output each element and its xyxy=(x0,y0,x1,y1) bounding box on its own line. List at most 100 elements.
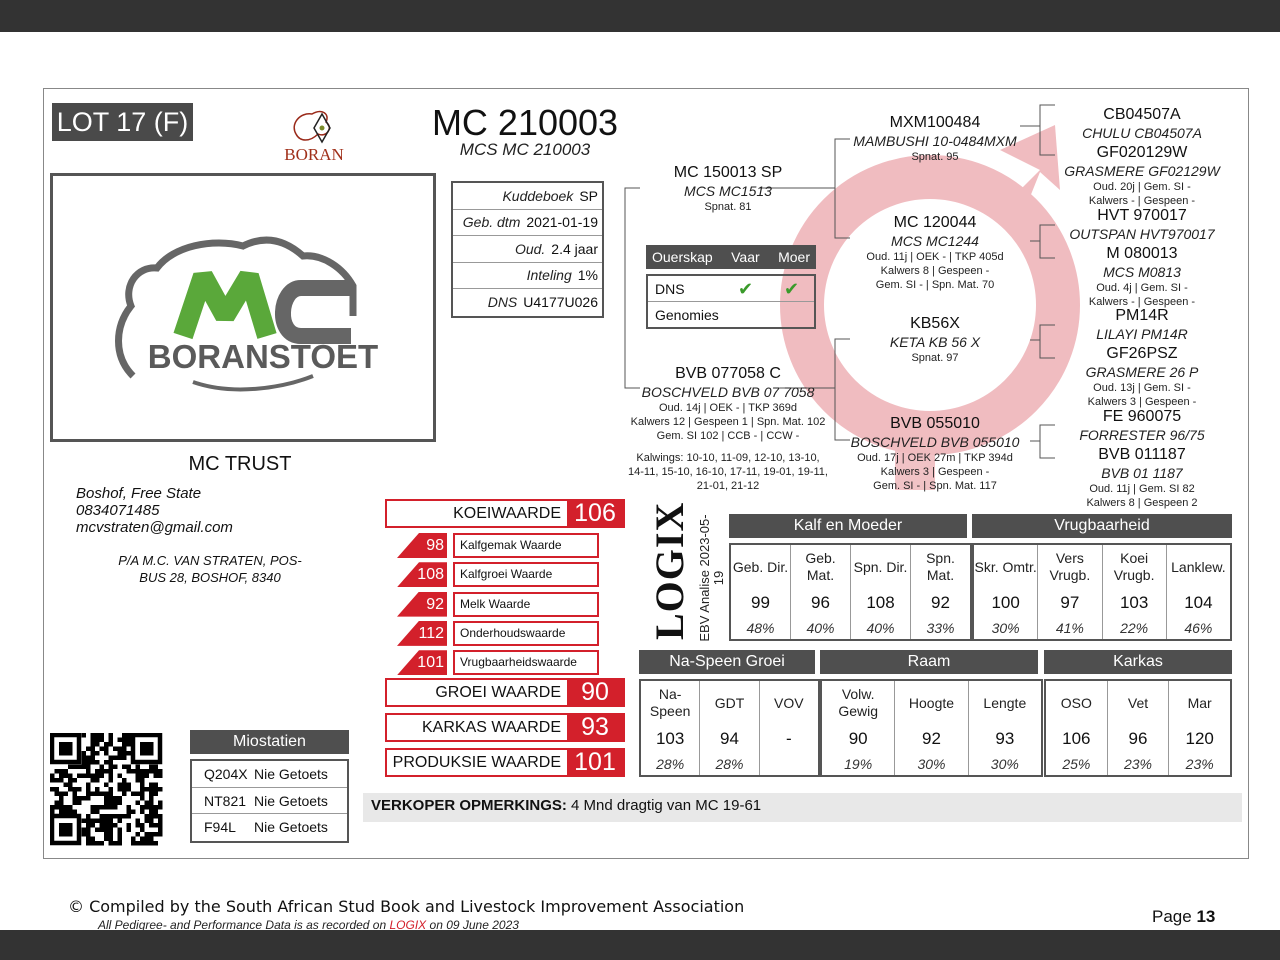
info-row: Kuddeboek SP xyxy=(453,183,602,210)
pedigree-id: MC 150013 SP xyxy=(673,164,783,181)
pedigree-detail: Kalwers 12 | Gespeen 1 | Spn. Mat. 102 xyxy=(630,416,826,428)
ebv-column: Hoogte 92 30% xyxy=(895,681,969,775)
groei-waarde-index: GROEI WAARDE 90 xyxy=(385,678,625,707)
pedigree-detail: Spnat. 97 xyxy=(911,352,959,364)
sub-index-label: Onderhoudswaarde xyxy=(453,620,599,646)
pedigree-animal: GF26PSZ GRASMERE 26 P Oud. 13j | Gem. SI -… xyxy=(1086,344,1199,409)
ebv-table: OSO 106 25% Vet 96 23% Mar 120 23% xyxy=(1044,679,1232,777)
pedigree-name: MCS MC1244 xyxy=(891,233,979,249)
ebv-column: VOV - xyxy=(774,694,804,749)
pedigree-id: PM14R xyxy=(1115,307,1169,324)
sub-index-value: 112 xyxy=(397,620,447,646)
pedigree-name: LILAYI PM14R xyxy=(1096,326,1188,342)
owner-name: MC TRUST xyxy=(188,453,292,475)
pedigree-id: MXM100484 xyxy=(889,114,981,131)
myostatin-row: Q204X Nie Getoets xyxy=(192,761,347,788)
info-row: Inteling 1% xyxy=(453,263,602,289)
pedigree-name: BOSCHVELD BVB 07 7058 xyxy=(641,384,815,400)
koeiwaarde-index: KOEIWAARDE 106 xyxy=(385,499,625,528)
parentage-header: Ouerskap Vaar Moer xyxy=(646,245,816,269)
ebv-column: Volw. Gewig 90 19% xyxy=(822,681,896,775)
pedigree-calvings: 14-11, 15-10, 16-10, 17-11, 19-01, 19-11… xyxy=(628,466,828,478)
pedigree-animal: HVT 970017 OUTSPAN HVT970017 xyxy=(1069,206,1214,243)
svg-text:BORANSTOET: BORANSTOET xyxy=(148,338,378,375)
ebv-column: Skr. Omtr. 100 30% xyxy=(974,545,1039,639)
pedigree-animal: CB04507A CHULU CB04507A xyxy=(1082,105,1202,142)
sub-index-value: 101 xyxy=(397,650,447,676)
pedigree-name: BOSCHVELD BVB 055010 xyxy=(850,434,1020,450)
boran-logo-text: BORAN xyxy=(284,145,344,164)
pedigree-id: M 080013 xyxy=(1106,245,1178,262)
ebv-column: Vers Vrugb. 97 41% xyxy=(1038,545,1103,639)
pedigree-detail: Oud. 14j | OEK - | TKP 369d xyxy=(658,402,797,414)
pedigree-animal: MC 120044 MCS MC1244 Oud. 11j | OEK - | TK… xyxy=(866,213,1003,292)
pedigree-animal: BVB 011187 BVB 01 1187 Oud. 11j | Gem. SI … xyxy=(1086,445,1197,510)
info-row: Geb. dtm 2021-01-19 xyxy=(453,210,602,236)
pedigree-detail: Kalwers 8 | Gespeen - xyxy=(880,265,990,277)
pedigree-calvings: Kalwings: 10-10, 11-09, 12-10, 13-10, xyxy=(636,452,820,464)
myostatin-header: Miostatien xyxy=(190,730,349,754)
pedigree-animal: FE 960075 FORRESTER 96/75 xyxy=(1079,407,1204,444)
sub-index-label: Melk Waarde xyxy=(453,591,599,617)
pedigree-detail: Oud. 20j | Gem. SI - xyxy=(1093,181,1191,193)
produksie-waarde-index: PRODUKSIE WAARDE 101 xyxy=(385,748,625,777)
myostatin-table: Q204X Nie Getoets NT821 Nie Getoets F94L Ni… xyxy=(190,759,349,843)
boranstoet-logo: BORANSTOET xyxy=(115,236,378,392)
ebv-group-header: Raam xyxy=(820,650,1038,674)
pedigree-id: CB04507A xyxy=(1103,106,1181,123)
boran-logo: BORAN xyxy=(282,104,346,164)
pedigree-animal: BVB 077058 C BOSCHVELD BVB 07 7058 Oud. 14… xyxy=(628,364,828,493)
ebv-group-header: Karkas xyxy=(1044,650,1232,674)
pedigree-detail: Kalwers 8 | Gespeen 2 xyxy=(1086,497,1198,509)
sub-index: 92 Melk Waarde xyxy=(397,591,599,617)
logix-link[interactable]: LOGIX xyxy=(389,918,427,932)
seller-remarks: VERKOPER OPMERKINGS: 4 Mnd dragtig van M… xyxy=(363,793,1242,822)
ebv-table: Na- Speen 103 28% GDT 94 28% VOV - xyxy=(639,679,820,777)
pedigree-id: BVB 011187 xyxy=(1098,446,1186,463)
parentage-row-genomics: Genomies xyxy=(655,307,719,323)
pedigree-detail: Kalwers 3 | Gespeen - xyxy=(1087,396,1197,408)
ebv-column: Mar 120 23% xyxy=(1185,694,1214,773)
sub-index-value: 92 xyxy=(397,591,447,617)
pedigree-name: OUTSPAN HVT970017 xyxy=(1069,226,1215,242)
sub-index-label: Kalfgemak Waarde xyxy=(453,533,599,558)
sub-index: 101 Vrugbaarheidswaarde xyxy=(397,650,599,676)
pedigree-detail: Oud. 13j | Gem. SI - xyxy=(1093,382,1191,394)
breeder-logo-box: BORANSTOET xyxy=(50,173,436,442)
bottom-bar xyxy=(0,930,1280,960)
pedigree-id: BVB 055010 xyxy=(890,415,980,432)
pedigree-animal: KB56X KETA KB 56 X Spnat. 97 xyxy=(890,314,980,365)
male-symbol-arrow xyxy=(1000,125,1060,222)
myostatin-row: NT821 Nie Getoets xyxy=(192,788,347,814)
pedigree-detail: Gem. SI 102 | CCB - | CCW - xyxy=(656,430,800,442)
pedigree-detail: Oud. 11j | OEK - | TKP 405d xyxy=(866,251,1004,263)
ebv-group-header: Na-Speen Groei xyxy=(639,650,815,674)
pedigree-id: HVT 970017 xyxy=(1097,207,1187,224)
logix-logo: LOGIX xyxy=(647,501,692,640)
pedigree-name: FORRESTER 96/75 xyxy=(1079,427,1205,443)
pedigree-name: GRASMERE GF02129W xyxy=(1064,163,1220,179)
pedigree-name: BVB 01 1187 xyxy=(1101,465,1183,481)
parentage-table: DNS ✔ ✔ Genomies xyxy=(646,274,816,329)
lot-card xyxy=(43,88,1249,859)
top-bar xyxy=(0,0,1280,32)
parentage-row-dns: DNS ✔ ✔ xyxy=(648,276,814,302)
owner-address: P/A M.C. VAN STRATEN, POS-BUS 28, BOSHOF… xyxy=(118,553,302,585)
ebv-column: GDT 94 28% xyxy=(700,681,760,775)
pedigree-detail: Oud. 11j | Gem. SI 82 xyxy=(1089,483,1195,495)
pedigree-detail: Kalwers 3 | Gespeen - xyxy=(880,466,990,478)
qr-code[interactable] xyxy=(50,733,163,846)
pedigree-id: BVB 077058 C xyxy=(675,365,781,382)
pedigree-name: MCS M0813 xyxy=(1103,264,1181,280)
sub-index: 112 Onderhoudswaarde xyxy=(397,620,599,646)
owner-contact: Boshof, Free State 0834071485 mcvstraten@g… xyxy=(76,485,233,536)
sub-index-label: Vrugbaarheidswaarde xyxy=(453,650,599,676)
sub-index: 108 Kalfgroei Waarde xyxy=(397,562,599,588)
pedigree-detail: Kalwers - | Gespeen - xyxy=(1088,296,1196,308)
owner-email: mcvstraten@gmail.com xyxy=(76,519,233,536)
page-number: Page 13 xyxy=(1152,907,1216,926)
karkas-waarde-index: KARKAS WAARDE 93 xyxy=(385,713,625,742)
ebv-table: Skr. Omtr. 100 30% Vers Vrugb. 97 41% Koei Vru… xyxy=(972,543,1232,641)
pedigree-id: GF020129W xyxy=(1096,144,1188,161)
pedigree-id: FE 960075 xyxy=(1102,408,1182,425)
